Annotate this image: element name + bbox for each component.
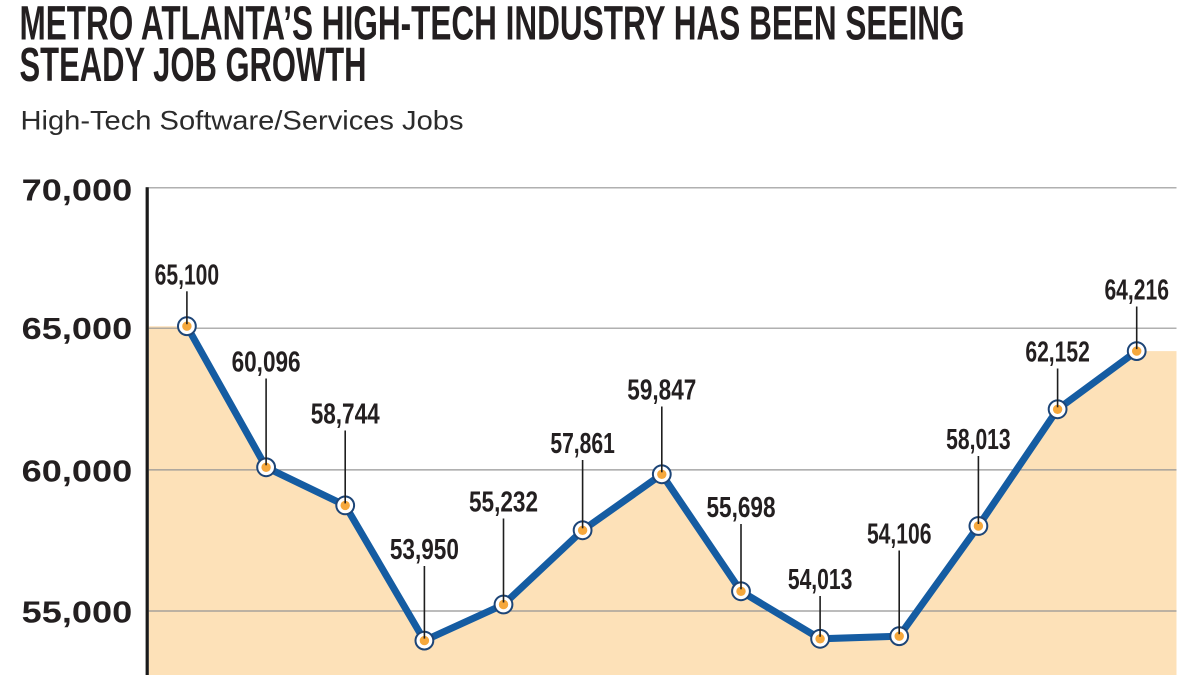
svg-text:57,861: 57,861 [550, 427, 615, 459]
svg-text:70,000: 70,000 [22, 173, 133, 208]
svg-text:65,100: 65,100 [155, 258, 220, 290]
svg-text:65,000: 65,000 [22, 311, 133, 346]
svg-text:60,096: 60,096 [232, 346, 301, 378]
svg-text:58,013: 58,013 [946, 423, 1011, 455]
svg-text:METRO ATLANTA’S HIGH-TECH INDU: METRO ATLANTA’S HIGH-TECH INDUSTRY HAS B… [20, 0, 965, 51]
svg-text:55,000: 55,000 [22, 594, 133, 629]
svg-text:60,000: 60,000 [22, 454, 133, 489]
svg-text:58,744: 58,744 [311, 398, 380, 430]
svg-text:55,232: 55,232 [469, 486, 538, 518]
svg-text:64,216: 64,216 [1104, 274, 1169, 306]
svg-text:54,013: 54,013 [788, 563, 853, 595]
svg-text:59,847: 59,847 [627, 374, 696, 406]
svg-text:54,106: 54,106 [867, 518, 932, 550]
svg-text:STEADY JOB GROWTH: STEADY JOB GROWTH [20, 39, 367, 92]
svg-text:62,152: 62,152 [1025, 336, 1090, 368]
svg-text:53,950: 53,950 [390, 533, 459, 565]
svg-text:55,698: 55,698 [707, 491, 776, 523]
svg-text:High-Tech Software/Services Jo: High-Tech Software/Services Jobs [21, 105, 464, 135]
